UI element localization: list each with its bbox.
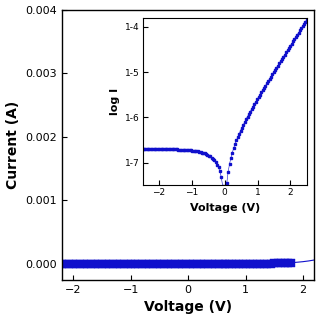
Y-axis label: Current (A): Current (A) xyxy=(5,101,20,189)
X-axis label: Voltage (V): Voltage (V) xyxy=(144,300,232,315)
